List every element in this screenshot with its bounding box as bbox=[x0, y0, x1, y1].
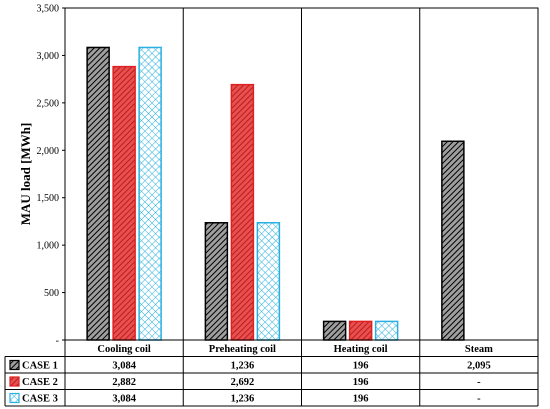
y-tick-label: - bbox=[56, 336, 59, 347]
data-value-label: 1,236 bbox=[231, 394, 255, 405]
y-tick-label: 500 bbox=[44, 288, 59, 299]
legend-key-case-2 bbox=[9, 376, 20, 387]
legend-key-case-3 bbox=[9, 392, 20, 404]
y-tick-label: 3,500 bbox=[37, 4, 60, 15]
data-value-label: - bbox=[477, 394, 481, 405]
data-value-label: - bbox=[477, 377, 481, 388]
bar-case-2-heating-coil bbox=[348, 320, 373, 341]
y-tick-label: 3,000 bbox=[37, 51, 60, 62]
data-value-label: 196 bbox=[353, 361, 369, 372]
data-value-label: 3,084 bbox=[112, 361, 136, 372]
bar-case-1-cooling-coil bbox=[86, 46, 110, 341]
bar-case-1-heating-coil bbox=[322, 320, 347, 341]
data-value-label: 3,084 bbox=[112, 394, 136, 405]
data-value-label: 2,692 bbox=[231, 377, 255, 388]
data-value-label: 196 bbox=[353, 394, 369, 405]
bar-case-2-cooling-coil bbox=[112, 65, 136, 341]
bar-case-3-cooling-coil bbox=[138, 46, 162, 341]
series-name: CASE 1 bbox=[22, 361, 58, 372]
category-label: Cooling coil bbox=[97, 344, 150, 355]
series-name: CASE 3 bbox=[22, 394, 58, 405]
bar-case-1-preheating-coil bbox=[204, 222, 229, 341]
y-tick-label: 2,000 bbox=[37, 146, 60, 157]
bar-case-2-preheating-coil bbox=[230, 83, 255, 341]
series-name: CASE 2 bbox=[22, 377, 58, 388]
y-axis: - 500 1,000 1,500 2,000 2,500 3,000 3,500 bbox=[37, 4, 65, 347]
category-label: Steam bbox=[465, 344, 493, 355]
bar-case-3-heating-coil bbox=[374, 320, 399, 341]
legend-key-case-1 bbox=[9, 359, 20, 371]
data-value-label: 196 bbox=[353, 377, 369, 388]
plot-area bbox=[64, 7, 539, 406]
y-tick-label: 1,000 bbox=[37, 241, 60, 252]
bar-case-1-steam bbox=[441, 140, 465, 341]
y-tick-label: 1,500 bbox=[37, 193, 60, 204]
data-value-label: 2,095 bbox=[467, 361, 491, 372]
category-label: Preheating coil bbox=[209, 344, 276, 355]
data-table: Cooling coil Preheating coil Heating coil S… bbox=[4, 339, 539, 407]
category-label: Heating coil bbox=[334, 344, 388, 355]
bar-case-3-preheating-coil bbox=[256, 222, 281, 341]
y-tick-label: 2,500 bbox=[37, 98, 60, 109]
data-value-label: 2,882 bbox=[112, 377, 136, 388]
data-value-label: 1,236 bbox=[231, 361, 255, 372]
y-axis-title: MAU load [MWh] bbox=[18, 123, 33, 226]
